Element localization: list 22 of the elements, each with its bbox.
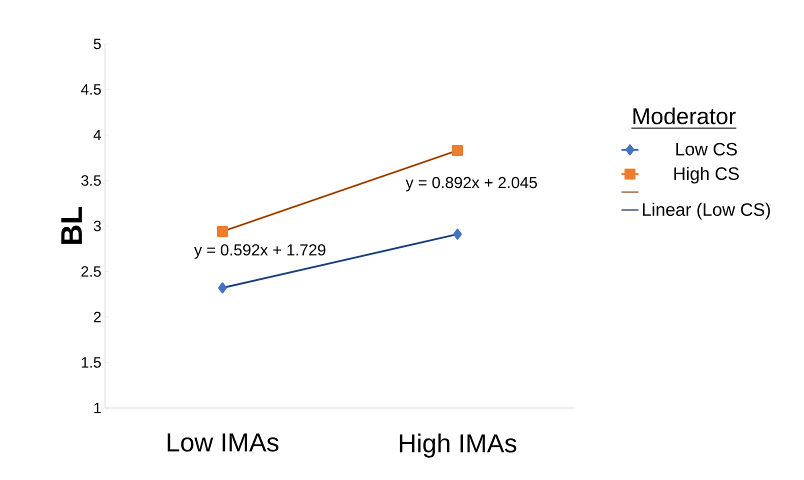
- annotation: y = 0.592x + 1.729: [194, 244, 326, 259]
- legend-label: Low CS: [676, 142, 737, 156]
- y-tick-label: 3: [94, 220, 101, 232]
- x-tick-label: Low IMAs: [168, 434, 278, 452]
- y-tick-label: 1.5: [82, 357, 101, 368]
- y-tick-label: 2.5: [81, 266, 101, 277]
- x-tick-label: High IMAs: [400, 434, 516, 458]
- y-tick-label: 2: [94, 312, 101, 322]
- y-tick-label: 4.5: [81, 84, 101, 95]
- y-tick-label: 4: [94, 130, 102, 140]
- y-tick-label: 3.5: [81, 175, 101, 186]
- point: [217, 226, 228, 237]
- legend-title: Moderator: [633, 107, 736, 124]
- point: [218, 282, 227, 294]
- point: [452, 144, 464, 156]
- annotation: y = 0.892x + 2.045: [406, 176, 537, 192]
- legend-label: Linear (Low CS): [642, 202, 770, 220]
- y-axis-title: BL: [61, 206, 82, 244]
- legend-label: High CS: [674, 166, 739, 184]
- point: [453, 228, 462, 240]
- y-tick-label: 5: [94, 38, 101, 50]
- y-tick-label: 1: [94, 402, 101, 414]
